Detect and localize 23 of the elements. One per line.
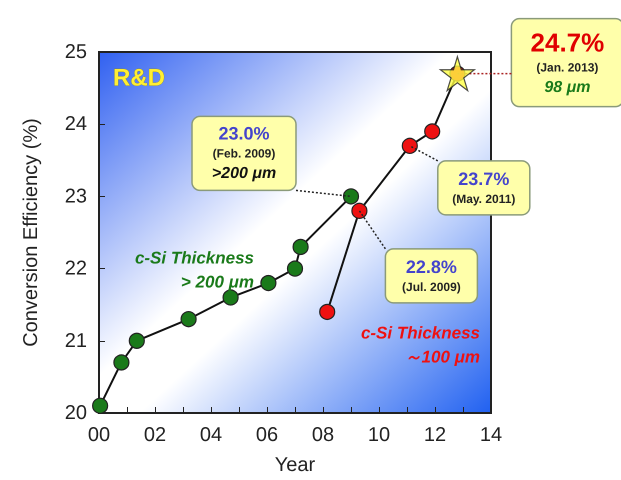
x-tick-label: 02 [144, 424, 166, 446]
x-tick-label: 14 [480, 424, 502, 446]
y-tick-label: 25 [64, 41, 87, 63]
annotation: 24.7% (Jan. 2013) 98 μm [530, 28, 604, 96]
series-label: c-Si Thickness > 200 μm [134, 248, 254, 292]
y-tick-label: 23 [64, 185, 87, 208]
y-tick-label: 22 [64, 258, 87, 280]
annotation: 23.7% (May. 2011) [452, 168, 516, 206]
x-tick-label: 10 [368, 424, 390, 446]
y-axis-title: Conversion Efficiency (%) [20, 118, 42, 347]
x-tick-label: 12 [424, 424, 446, 446]
annotation: 23.0% (Feb. 2009) >200 μm [212, 123, 276, 182]
y-tick-label: 20 [64, 402, 87, 424]
x-tick-label: 04 [200, 424, 222, 446]
x-tick-label: 00 [88, 424, 110, 446]
annotation: R&D [113, 64, 165, 92]
x-tick-label: 06 [256, 424, 278, 446]
annotation: 22.8% (Jul. 2009) [402, 256, 461, 294]
y-tick-label: 24 [64, 113, 87, 136]
y-tick-label: 21 [64, 330, 87, 352]
series-label: c-Si Thickness ～100 μm [360, 324, 480, 366]
x-tick-label: 08 [312, 424, 334, 446]
x-axis-title: Year [274, 454, 316, 476]
